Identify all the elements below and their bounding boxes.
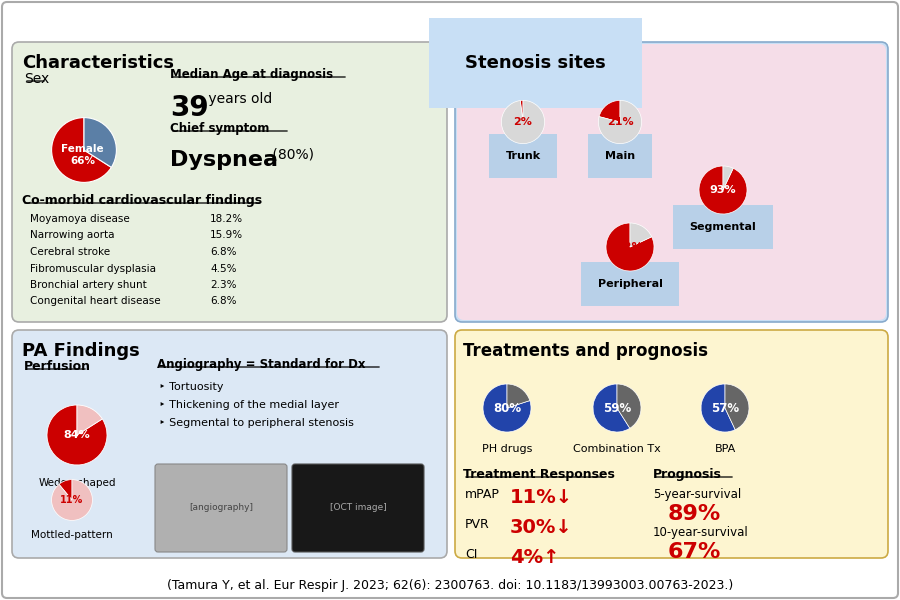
- Text: Prognosis: Prognosis: [653, 468, 722, 481]
- Wedge shape: [507, 384, 530, 408]
- Text: Segmental: Segmental: [689, 222, 756, 232]
- Wedge shape: [483, 384, 531, 432]
- Text: 5-year-survival: 5-year-survival: [653, 488, 742, 501]
- Text: 4%↑: 4%↑: [510, 548, 560, 567]
- Text: 21%: 21%: [607, 117, 634, 127]
- Wedge shape: [51, 479, 93, 520]
- Text: 30%↓: 30%↓: [510, 518, 572, 537]
- Text: [angiography]: [angiography]: [189, 503, 253, 512]
- Text: Fibromuscular dysplasia: Fibromuscular dysplasia: [30, 263, 156, 274]
- Wedge shape: [520, 100, 523, 122]
- Text: 6.8%: 6.8%: [210, 247, 237, 257]
- FancyBboxPatch shape: [292, 464, 424, 552]
- Text: Dyspnea: Dyspnea: [170, 150, 278, 170]
- Wedge shape: [47, 405, 107, 465]
- Text: Characteristics: Characteristics: [22, 54, 174, 72]
- Text: Perfusion: Perfusion: [24, 360, 91, 373]
- Text: 10-year-survival: 10-year-survival: [653, 526, 749, 539]
- Text: ‣ Thickening of the medial layer: ‣ Thickening of the medial layer: [159, 400, 339, 410]
- Text: Main: Main: [605, 151, 635, 161]
- Text: 11%: 11%: [60, 495, 84, 505]
- Text: ‣ Segmental to peripheral stenosis: ‣ Segmental to peripheral stenosis: [159, 418, 354, 428]
- Wedge shape: [593, 384, 630, 432]
- Wedge shape: [77, 405, 103, 435]
- Text: 2.3%: 2.3%: [210, 280, 237, 290]
- FancyBboxPatch shape: [455, 42, 888, 322]
- Text: Moyamoya disease: Moyamoya disease: [30, 214, 130, 224]
- Text: (Tamura Y, et al. Eur Respir J. 2023; 62(6): 2300763. doi: 10.1183/13993003.0076: (Tamura Y, et al. Eur Respir J. 2023; 62…: [166, 580, 733, 593]
- Text: Female
66%: Female 66%: [61, 144, 104, 166]
- Text: Congenital heart disease: Congenital heart disease: [30, 296, 160, 307]
- Wedge shape: [725, 384, 749, 430]
- Wedge shape: [84, 118, 116, 167]
- Text: 6.8%: 6.8%: [210, 296, 237, 307]
- Text: Peripheral: Peripheral: [598, 279, 662, 289]
- Text: Combination Tx: Combination Tx: [573, 444, 661, 454]
- Text: PH drugs: PH drugs: [482, 444, 532, 454]
- Text: PVR: PVR: [465, 518, 490, 531]
- FancyBboxPatch shape: [12, 330, 447, 558]
- FancyBboxPatch shape: [457, 44, 886, 320]
- Text: Bronchial artery shunt: Bronchial artery shunt: [30, 280, 147, 290]
- Wedge shape: [723, 166, 734, 190]
- Wedge shape: [699, 166, 747, 214]
- FancyBboxPatch shape: [455, 330, 888, 558]
- Text: [OCT image]: [OCT image]: [329, 503, 386, 512]
- Text: Angiography = Standard for Dx: Angiography = Standard for Dx: [157, 358, 365, 371]
- Text: CI: CI: [465, 548, 477, 561]
- Text: 4.5%: 4.5%: [210, 263, 237, 274]
- Text: 89%: 89%: [668, 504, 721, 524]
- Text: 80%: 80%: [493, 401, 521, 415]
- Wedge shape: [630, 223, 652, 247]
- Text: Stenosis sites: Stenosis sites: [465, 54, 606, 72]
- Text: 39: 39: [170, 94, 209, 122]
- Wedge shape: [59, 479, 72, 500]
- Text: 11%↓: 11%↓: [510, 488, 573, 507]
- Wedge shape: [501, 100, 544, 143]
- Text: 93%: 93%: [710, 185, 736, 195]
- Text: Median Age at diagnosis: Median Age at diagnosis: [170, 68, 333, 81]
- FancyBboxPatch shape: [155, 464, 287, 552]
- Wedge shape: [617, 384, 641, 428]
- Text: Chief symptom: Chief symptom: [170, 122, 269, 135]
- Text: Treatment Responses: Treatment Responses: [463, 468, 615, 481]
- Text: BPA: BPA: [715, 444, 735, 454]
- Text: Trunk: Trunk: [506, 151, 541, 161]
- Text: Co-morbid cardiovascular findings: Co-morbid cardiovascular findings: [22, 194, 262, 207]
- Wedge shape: [606, 223, 654, 271]
- Text: mPAP: mPAP: [465, 488, 500, 501]
- Wedge shape: [51, 118, 112, 182]
- Text: years old: years old: [204, 92, 272, 106]
- Text: Treatments and prognosis: Treatments and prognosis: [463, 342, 708, 360]
- FancyBboxPatch shape: [12, 42, 447, 322]
- Text: 18.2%: 18.2%: [210, 214, 243, 224]
- Text: ‣ Tortuosity: ‣ Tortuosity: [159, 382, 223, 392]
- Text: 57%: 57%: [711, 401, 739, 415]
- Text: 15.9%: 15.9%: [210, 230, 243, 241]
- Text: Cerebral stroke: Cerebral stroke: [30, 247, 110, 257]
- Text: (80%): (80%): [268, 147, 314, 161]
- Text: 84%: 84%: [64, 430, 90, 440]
- Text: PA Findings: PA Findings: [22, 342, 140, 360]
- Text: Narrowing aorta: Narrowing aorta: [30, 230, 114, 241]
- Text: Sex: Sex: [24, 72, 50, 86]
- Text: 67%: 67%: [668, 542, 722, 562]
- Text: 82%: 82%: [616, 242, 643, 252]
- Text: Wedge-shaped: Wedge-shaped: [38, 478, 116, 487]
- Wedge shape: [598, 100, 642, 143]
- Wedge shape: [701, 384, 735, 432]
- Wedge shape: [599, 100, 620, 122]
- Text: 2%: 2%: [514, 117, 533, 127]
- Text: 59%: 59%: [603, 401, 631, 415]
- Text: Mottled-pattern: Mottled-pattern: [32, 529, 112, 539]
